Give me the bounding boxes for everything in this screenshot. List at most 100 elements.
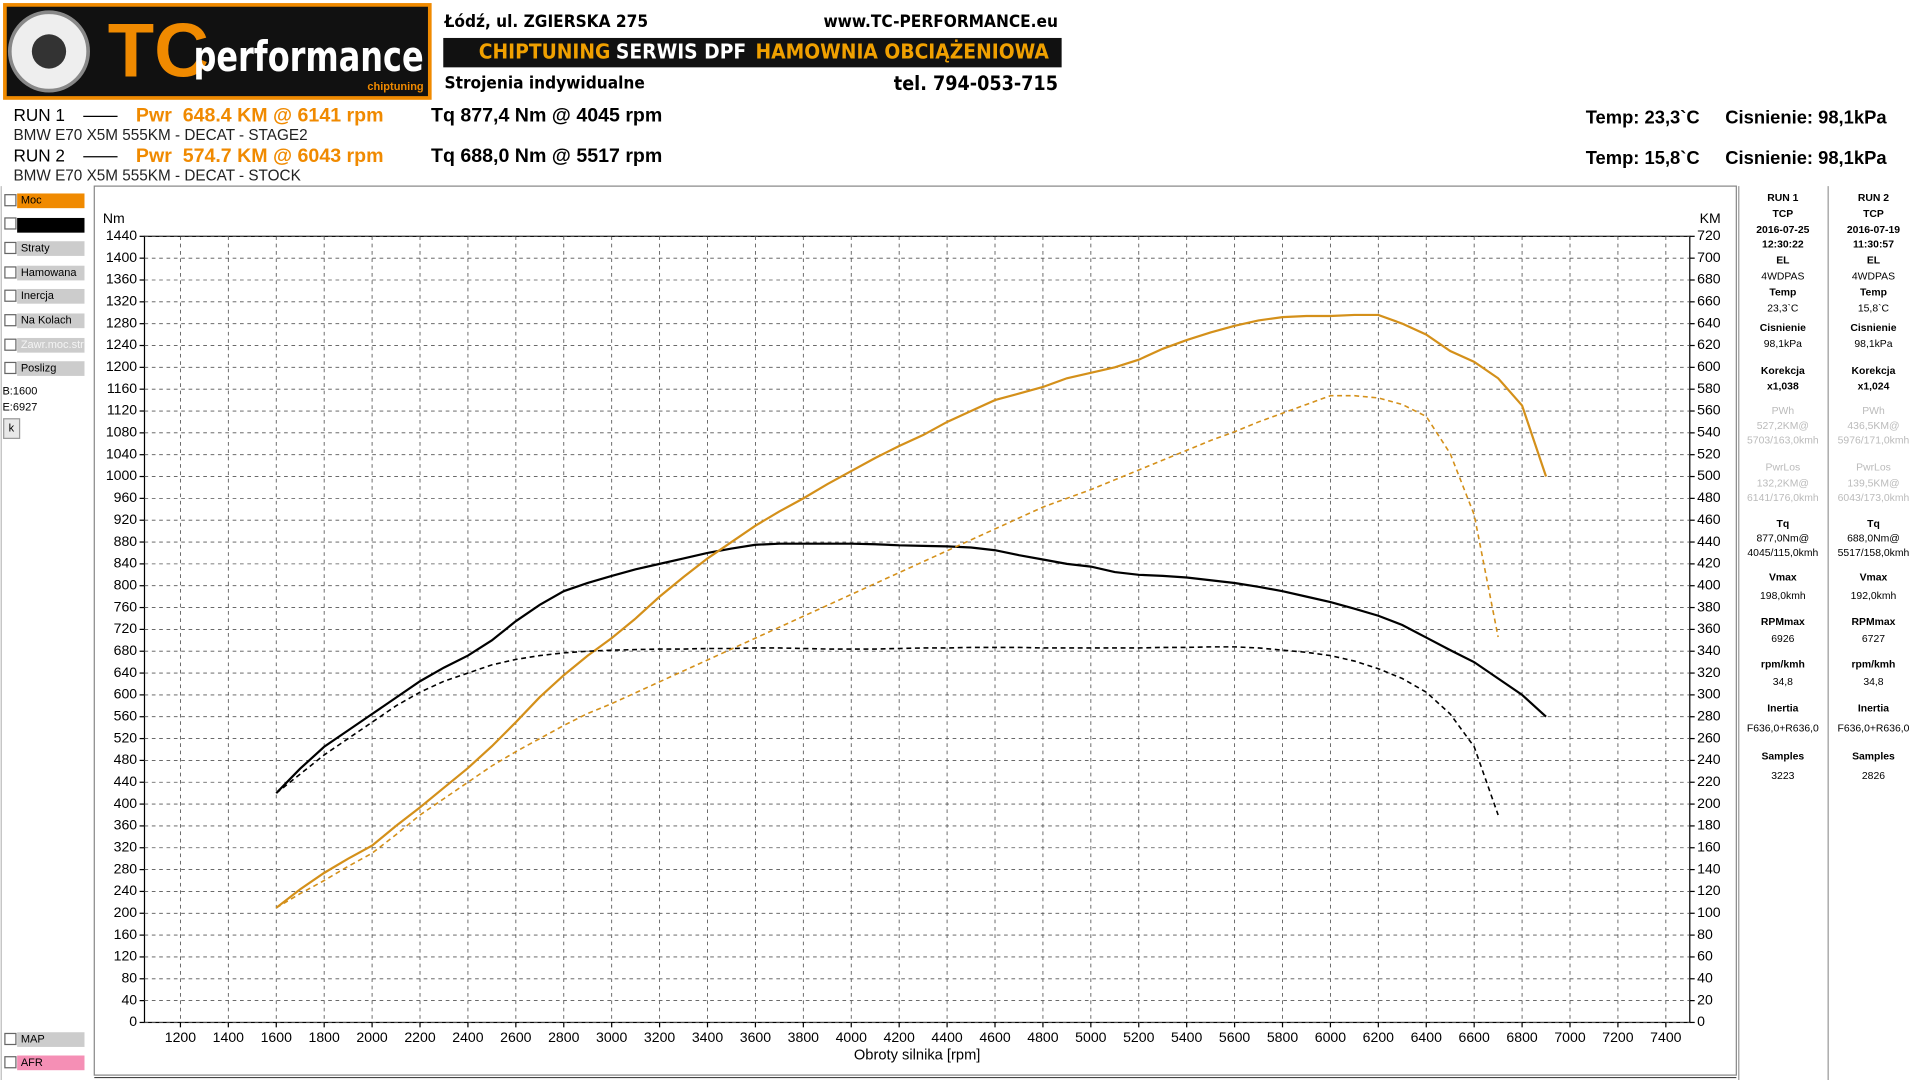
y-tick-label: 800 bbox=[114, 576, 138, 592]
run-pressure: Cisnienie: 98,1kPa bbox=[1725, 147, 1887, 168]
k-button[interactable] bbox=[3, 418, 21, 439]
x-axis-label: Obroty silnika [rpm] bbox=[854, 1047, 981, 1063]
checkbox[interactable] bbox=[4, 338, 17, 351]
y2-tick-label: 420 bbox=[1697, 555, 1721, 571]
run-info: 5976/171,0kmh bbox=[1838, 436, 1910, 447]
x-tick-label: 7200 bbox=[1602, 1029, 1633, 1045]
run-info: x1,024 bbox=[1858, 382, 1890, 393]
logo-chiptuning: chiptuning bbox=[367, 81, 423, 93]
check-label: Zawr.moc.str bbox=[21, 339, 84, 351]
y-tick-label: 1440 bbox=[106, 227, 137, 243]
check-swatch bbox=[17, 1032, 85, 1047]
run-info: 4045/115,0kmh bbox=[1747, 548, 1818, 559]
y2-tick-label: 540 bbox=[1697, 424, 1721, 440]
checkbox[interactable] bbox=[4, 289, 17, 302]
y2-tick-label: 180 bbox=[1697, 817, 1721, 833]
run-info: Temp bbox=[1769, 287, 1796, 298]
checkbox[interactable] bbox=[4, 1056, 17, 1069]
x-tick-label: 6600 bbox=[1459, 1029, 1490, 1045]
y2-tick-label: 600 bbox=[1697, 358, 1721, 374]
y-tick-label: 1080 bbox=[106, 424, 137, 440]
run-info: RUN 2 bbox=[1858, 193, 1889, 204]
y2-tick-label: 0 bbox=[1697, 1013, 1705, 1029]
checkbox[interactable] bbox=[4, 217, 17, 230]
x-tick-label: 3000 bbox=[596, 1029, 627, 1045]
run-info: 6727 bbox=[1862, 634, 1885, 645]
x-tick-label: 7400 bbox=[1650, 1029, 1681, 1045]
y-tick-label: 1400 bbox=[106, 249, 137, 265]
x-tick-label: 3600 bbox=[740, 1029, 771, 1045]
check-swatch bbox=[17, 337, 85, 353]
run-label: RUN 1 bbox=[13, 105, 64, 125]
check-swatch bbox=[17, 288, 85, 304]
begin-rpm: B:1600 bbox=[2, 386, 37, 398]
logo-turbo-hub bbox=[31, 34, 67, 69]
x-tick-label: 6400 bbox=[1411, 1029, 1442, 1045]
run-info: 12:30:22 bbox=[1762, 240, 1804, 251]
run-info: rpm/kmh bbox=[1852, 660, 1896, 671]
y2-tick-label: 380 bbox=[1697, 598, 1721, 614]
y-tick-label: 40 bbox=[121, 991, 137, 1007]
x-tick-label: 6800 bbox=[1506, 1029, 1537, 1045]
y-tick-label: 200 bbox=[114, 904, 138, 920]
check-label: Hamowana bbox=[21, 267, 78, 279]
checkbox[interactable] bbox=[4, 241, 17, 255]
banner bbox=[443, 37, 1062, 68]
y2-tick-label: 240 bbox=[1697, 751, 1721, 767]
y-tick-label: 960 bbox=[114, 489, 138, 505]
run-pressure: Cisnienie: 98,1kPa bbox=[1725, 107, 1887, 128]
y-tick-label: 560 bbox=[114, 707, 138, 723]
check-swatch bbox=[17, 241, 85, 256]
checkbox[interactable] bbox=[4, 361, 17, 375]
y2-tick-label: 260 bbox=[1697, 729, 1721, 745]
y-tick-label: 520 bbox=[114, 729, 138, 745]
chart-frame bbox=[93, 185, 1737, 1076]
run-info: 2016-07-19 bbox=[1847, 225, 1900, 236]
run-info: Tq bbox=[1867, 519, 1880, 530]
y-tick-label: 1200 bbox=[106, 358, 137, 374]
y-tick-label: 840 bbox=[114, 555, 138, 571]
checkbox[interactable] bbox=[4, 194, 17, 207]
phone: tel. 794-053-715 bbox=[894, 72, 1058, 95]
x-tick-label: 1400 bbox=[213, 1029, 244, 1045]
check-swatch bbox=[17, 361, 85, 376]
run-car: BMW E70 X5M 555KM - DECAT - STAGE2 bbox=[13, 127, 307, 144]
x-tick-label: 1600 bbox=[261, 1029, 292, 1045]
y-tick-label: 1240 bbox=[106, 336, 137, 352]
y-tick-label: 1000 bbox=[106, 467, 137, 483]
y2-tick-label: 680 bbox=[1697, 271, 1721, 287]
checkbox[interactable] bbox=[4, 314, 17, 327]
x-tick-label: 2400 bbox=[452, 1029, 483, 1045]
y2-tick-label: 340 bbox=[1697, 642, 1721, 658]
run-info: PWh bbox=[1862, 406, 1885, 417]
run-info: Korekcja bbox=[1852, 366, 1896, 377]
check-swatch bbox=[17, 193, 85, 209]
y-tick-label: 480 bbox=[114, 751, 138, 767]
series-line bbox=[275, 542, 1547, 794]
x-tick-label: 6200 bbox=[1363, 1029, 1394, 1045]
y-tick-label: 0 bbox=[129, 1013, 137, 1029]
x-tick-label: 5000 bbox=[1075, 1029, 1106, 1045]
k-button-label[interactable]: k bbox=[9, 422, 15, 434]
run-info: Korekcja bbox=[1761, 366, 1805, 377]
checkbox[interactable] bbox=[4, 1032, 17, 1046]
y2-tick-label: 720 bbox=[1697, 227, 1721, 243]
y2-tick-label: 280 bbox=[1697, 707, 1721, 723]
address: Łódź, ul. ZGIERSKA 275 bbox=[443, 12, 648, 32]
y-tick-label: 120 bbox=[114, 948, 138, 964]
run-power: Pwr 574.7 KM @ 6043 rpm bbox=[136, 145, 384, 167]
x-tick-label: 4200 bbox=[884, 1029, 915, 1045]
run-info: F636,0+R636,0 bbox=[1838, 723, 1910, 734]
run-info: 2826 bbox=[1862, 771, 1885, 782]
run-info: RPMmax bbox=[1852, 617, 1896, 628]
y2-tick-label: 120 bbox=[1697, 882, 1721, 898]
run-info: RPMmax bbox=[1761, 617, 1805, 628]
x-tick-label: 3400 bbox=[692, 1029, 723, 1045]
y-tick-label: 640 bbox=[114, 664, 138, 680]
run-torque: Tq 688,0 Nm @ 5517 rpm bbox=[431, 145, 662, 167]
run-info: Vmax bbox=[1860, 573, 1888, 584]
y2-tick-label: 520 bbox=[1697, 445, 1721, 461]
y2-tick-label: 660 bbox=[1697, 293, 1721, 309]
checkbox[interactable] bbox=[4, 266, 17, 279]
